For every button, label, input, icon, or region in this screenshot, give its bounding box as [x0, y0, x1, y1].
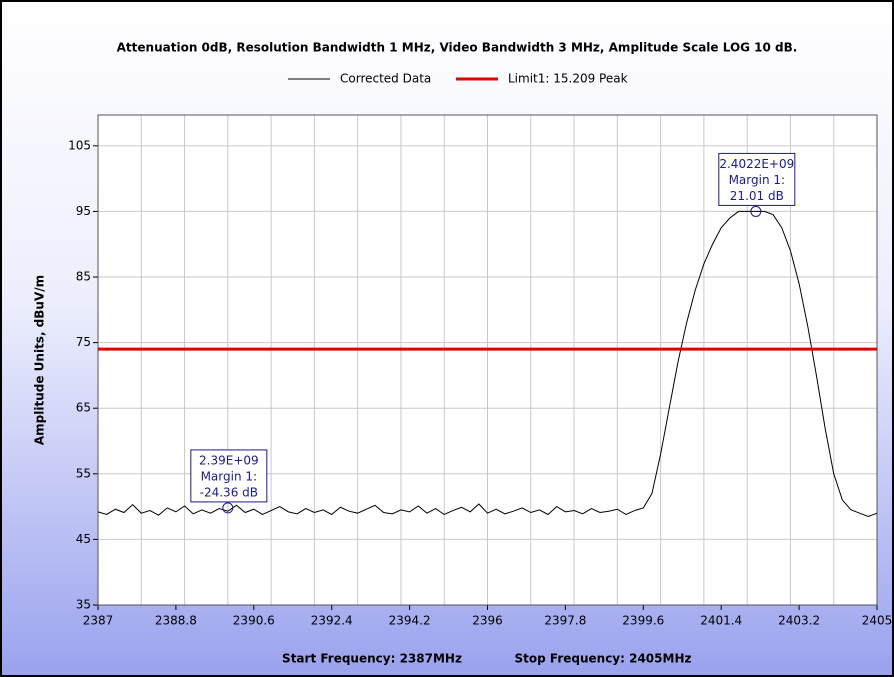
x-tick-label: 2397.8: [544, 614, 586, 628]
x-tick-label: 2394.2: [389, 614, 431, 628]
chart-title: Attenuation 0dB, Resolution Bandwidth 1 …: [117, 41, 798, 55]
y-tick-label: 85: [76, 270, 91, 284]
y-axis-label: Amplitude Units, dBuV/m: [33, 275, 47, 445]
y-tick-label: 65: [76, 401, 91, 415]
y-tick-label: 95: [76, 204, 91, 218]
annotation-text: 21.01 dB: [730, 189, 784, 203]
plot-border: [97, 114, 878, 606]
x-tick-label: 2405: [862, 614, 893, 628]
marks: [97, 210, 878, 517]
x-tick-label: 2388.8: [155, 614, 197, 628]
x-tick-label: 2399.6: [622, 614, 664, 628]
x-tick-label: 2390.6: [233, 614, 275, 628]
y-tick-label: 55: [76, 466, 91, 480]
x-tick-label: 2403.2: [778, 614, 820, 628]
footer-stop: Stop Frequency: 2405MHz: [515, 652, 692, 666]
annotation-marker: [222, 502, 234, 514]
legend-label: Limit1: 15.209 Peak: [508, 72, 628, 86]
annotation-marker: [750, 205, 762, 217]
footer-start: Start Frequency: 2387MHz: [282, 652, 462, 666]
x-tick-label: 2392.4: [311, 614, 353, 628]
annotation-text: Margin 1:: [201, 469, 257, 483]
annotation-box: [718, 152, 796, 206]
x-tick-label: 2401.4: [700, 614, 742, 628]
annotation-box: [190, 449, 268, 503]
legend-label: Corrected Data: [340, 72, 431, 86]
y-tick-label: 105: [68, 138, 91, 152]
data-line: [97, 210, 878, 517]
annotation-text: -24.36 dB: [200, 485, 258, 499]
x-tick-label: 2396: [472, 614, 503, 628]
y-tick-label: 75: [76, 335, 91, 349]
x-tick-label: 2387: [83, 614, 114, 628]
y-tick-label: 45: [76, 532, 91, 546]
y-tick-label: 35: [76, 598, 91, 612]
annotation-text: Margin 1:: [729, 173, 785, 187]
annotation-text: 2.39E+09: [199, 453, 259, 467]
annotation-text: 2.4022E+09: [719, 157, 794, 171]
